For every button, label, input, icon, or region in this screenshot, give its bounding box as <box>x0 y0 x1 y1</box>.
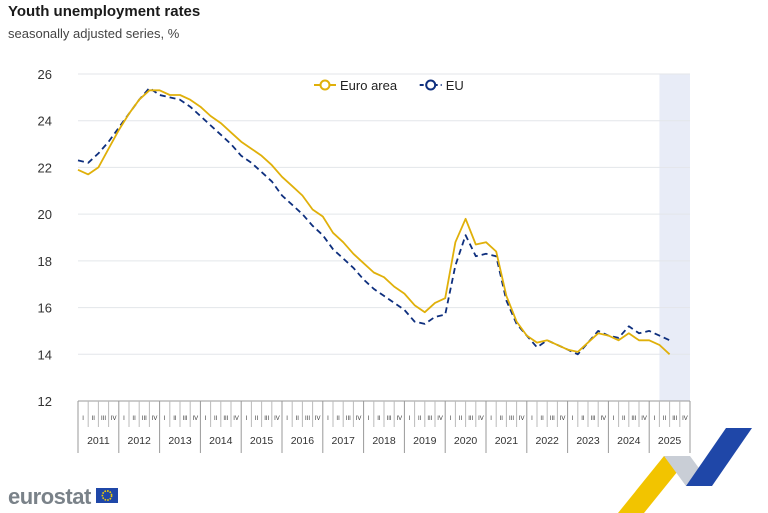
quarter-label: III <box>346 416 351 422</box>
quarter-label: I <box>572 416 574 422</box>
eu-flag-icon <box>96 488 119 503</box>
series-line-eu <box>77 87 670 356</box>
quarter-label: II <box>540 416 544 422</box>
y-tick-label: 24 <box>38 114 52 129</box>
year-label: 2013 <box>168 435 192 447</box>
quarter-label: II <box>622 416 626 422</box>
quarter-label: I <box>409 416 411 422</box>
year-label: 2012 <box>128 435 152 447</box>
quarter-label: I <box>82 416 84 422</box>
quarter-label: III <box>264 416 269 422</box>
quarter-label: II <box>377 416 381 422</box>
quarter-label: I <box>613 416 615 422</box>
year-label: 2024 <box>617 435 641 447</box>
quarter-label: IV <box>560 416 566 422</box>
quarter-label: I <box>123 416 125 422</box>
year-label: 2020 <box>454 435 478 447</box>
quarter-label: I <box>205 416 207 422</box>
decor-chevron-blue <box>686 428 752 486</box>
quarter-label: I <box>327 416 329 422</box>
quarter-label: III <box>468 416 473 422</box>
quarter-label: II <box>296 416 300 422</box>
quarter-label: III <box>305 416 310 422</box>
decor-chevron-yellow <box>618 456 690 513</box>
year-label: 2011 <box>87 435 110 447</box>
quarter-label: IV <box>111 416 117 422</box>
eurostat-logo: eurostat <box>8 484 119 510</box>
quarter-label: II <box>255 416 259 422</box>
quarter-label: III <box>183 416 188 422</box>
quarter-label: I <box>286 416 288 422</box>
quarter-label: III <box>672 416 677 422</box>
quarter-label: IV <box>233 416 239 422</box>
y-tick-label: 16 <box>38 301 52 316</box>
year-label: 2014 <box>209 435 233 447</box>
quarter-label: IV <box>315 416 321 422</box>
quarter-label: III <box>591 416 596 422</box>
legend-label[interactable]: Euro area <box>340 78 398 93</box>
quarter-label: IV <box>519 416 525 422</box>
quarter-label: IV <box>437 416 443 422</box>
quarter-label: II <box>581 416 585 422</box>
quarter-label: II <box>418 416 422 422</box>
quarter-label: II <box>459 416 463 422</box>
quarter-label: III <box>387 416 392 422</box>
quarter-label: I <box>490 416 492 422</box>
year-label: 2022 <box>536 435 560 447</box>
quarter-label: IV <box>274 416 280 422</box>
y-tick-label: 12 <box>38 394 52 409</box>
quarter-label: III <box>550 416 555 422</box>
quarter-label: III <box>142 416 147 422</box>
quarter-label: I <box>245 416 247 422</box>
quarter-label: II <box>336 416 340 422</box>
year-label: 2019 <box>413 435 437 447</box>
legend-marker <box>425 79 437 91</box>
year-label: 2021 <box>495 435 519 447</box>
legend-marker <box>319 79 331 91</box>
shaded-band <box>659 74 690 401</box>
quarter-label: II <box>663 416 667 422</box>
quarter-label: IV <box>152 416 158 422</box>
y-tick-label: 26 <box>38 67 52 82</box>
quarter-label: II <box>92 416 96 422</box>
quarter-label: III <box>101 416 106 422</box>
quarter-label: I <box>531 416 533 422</box>
quarter-label: I <box>653 416 655 422</box>
year-label: 2018 <box>372 435 396 447</box>
legend-label[interactable]: EU <box>446 78 464 93</box>
year-label: 2016 <box>291 435 315 447</box>
series-line-euro-area <box>77 89 671 355</box>
quarter-label: IV <box>192 416 198 422</box>
year-label: 2015 <box>250 435 274 447</box>
quarter-label: II <box>132 416 136 422</box>
year-label: 2017 <box>332 435 356 447</box>
y-tick-label: 18 <box>38 254 52 269</box>
quarter-label: IV <box>641 416 647 422</box>
quarter-label: IV <box>356 416 362 422</box>
quarter-label: IV <box>682 416 688 422</box>
quarter-label: III <box>509 416 514 422</box>
quarter-label: II <box>500 416 504 422</box>
year-label: 2025 <box>658 435 682 447</box>
quarter-label: III <box>631 416 636 422</box>
chart-subtitle: seasonally adjusted series, % <box>8 26 180 41</box>
year-label: 2023 <box>576 435 600 447</box>
quarter-label: III <box>223 416 228 422</box>
quarter-label: I <box>368 416 370 422</box>
quarter-label: II <box>173 416 177 422</box>
quarter-label: III <box>427 416 432 422</box>
y-tick-label: 14 <box>38 347 52 362</box>
quarter-label: IV <box>396 416 402 422</box>
quarter-label: I <box>449 416 451 422</box>
quarter-label: I <box>164 416 166 422</box>
quarter-label: IV <box>478 416 484 422</box>
logo-text: eurostat <box>8 484 91 509</box>
y-tick-label: 22 <box>38 160 52 175</box>
y-tick-label: 20 <box>38 207 52 222</box>
quarter-label: IV <box>600 416 606 422</box>
chart-title: Youth unemployment rates <box>8 3 201 20</box>
quarter-label: II <box>214 416 218 422</box>
